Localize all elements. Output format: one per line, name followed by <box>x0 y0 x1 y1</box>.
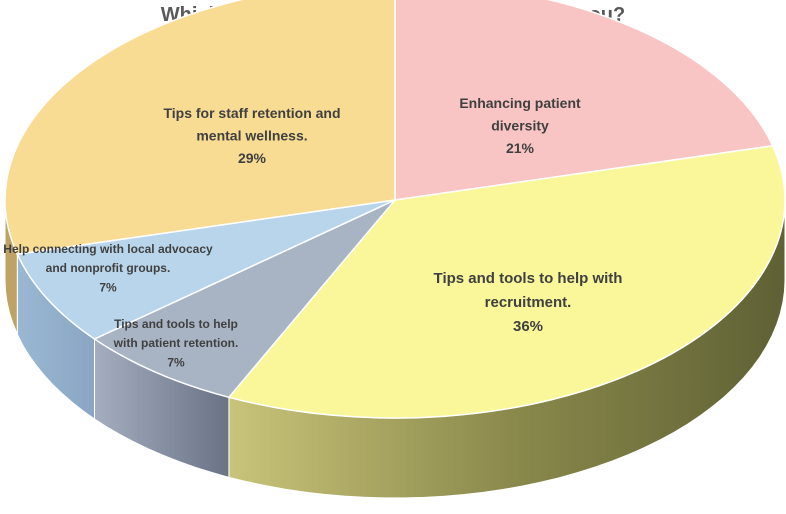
slice-label-1: Tips and tools to help with recruitment. 3… <box>434 270 623 335</box>
pie-slice-3 <box>16 199 396 340</box>
slice-percent: 29% <box>238 150 267 166</box>
slice-percent: 21% <box>506 140 535 156</box>
pie-labels: Enhancing patient diversity 21% Tips and to… <box>3 95 622 369</box>
slice-percent: 7% <box>167 355 185 369</box>
slice-label-line: Enhancing patient <box>459 95 581 111</box>
pie-sides <box>4 199 786 499</box>
pie-slice-2 <box>92 199 396 399</box>
slice-label-0: Enhancing patient diversity 21% <box>459 95 581 156</box>
slice-label-4: Tips for staff retention and mental welln… <box>163 105 340 166</box>
slice-label-line: and nonprofit groups. <box>46 261 171 275</box>
slice-label-2: Tips and tools to help with patient reten… <box>113 317 239 369</box>
slice-label-line: Tips for staff retention and <box>163 105 340 121</box>
slice-label-line: Help connecting with local advocacy <box>3 242 213 256</box>
slice-label-line: mental wellness. <box>196 127 307 143</box>
slice-label-line: recruitment. <box>485 294 572 311</box>
slice-label-line: diversity <box>491 117 549 133</box>
slice-label-line: Tips and tools to help with <box>434 270 623 287</box>
slice-label-line: Tips and tools to help <box>114 317 238 331</box>
slice-percent: 36% <box>513 318 543 335</box>
pie-tops <box>4 0 786 419</box>
pie-slice-0 <box>394 0 774 201</box>
slice-label-3: Help connecting with local advocacy and n… <box>3 242 213 294</box>
slice-percent: 7% <box>99 280 117 294</box>
slice-label-line: with patient retention. <box>113 336 239 350</box>
pie-slice-4 <box>4 0 396 256</box>
pie-slice-1 <box>227 144 786 419</box>
